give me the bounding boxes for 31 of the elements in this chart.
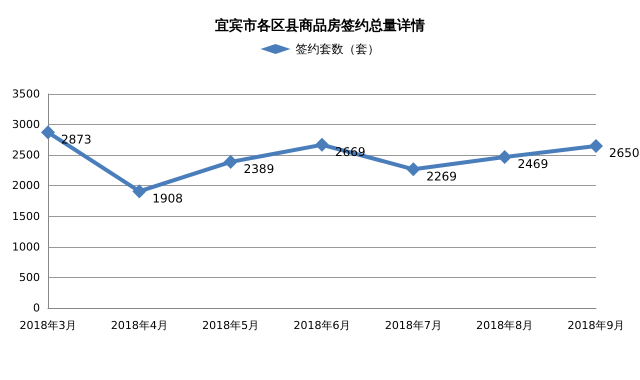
x-tick-label: 2018年8月: [476, 319, 534, 332]
data-label: 2389: [244, 162, 274, 176]
data-label: 2269: [426, 169, 457, 184]
x-tick-label: 2018年5月: [202, 319, 260, 332]
data-label: 2873: [61, 132, 92, 146]
data-label: 2650: [609, 146, 640, 160]
data-label: 2469: [518, 157, 548, 172]
legend-label: 签约套数（套）: [296, 42, 380, 56]
y-tick-label: 2500: [12, 148, 40, 162]
x-tick-label: 2018年9月: [568, 319, 624, 332]
x-tick-label: 2018年4月: [110, 319, 168, 332]
point: [315, 138, 329, 152]
point: [224, 154, 238, 169]
y-tick-label: 3000: [12, 118, 40, 132]
y-tick-label: 1500: [12, 210, 40, 223]
y-tick-label: 0: [33, 302, 40, 314]
data-label: 2669: [335, 144, 366, 159]
y-tick-label: 3500: [12, 88, 40, 100]
y-tick-label: 2000: [12, 179, 40, 192]
point: [132, 184, 146, 198]
y-tick-label: 500: [19, 270, 40, 284]
point: [589, 138, 603, 153]
x-tick-label: 2018年7月: [384, 319, 442, 332]
data-label: 1908: [152, 191, 183, 206]
point: [41, 125, 55, 140]
chart-title: 宜宾市各区县商品房签约总量详情: [215, 17, 425, 34]
y-tick-label: 1000: [12, 240, 40, 254]
x-tick-label: 2018年6月: [294, 319, 350, 332]
point: [498, 150, 512, 164]
point: [406, 162, 420, 176]
x-tick-label: 2018年3月: [20, 319, 76, 332]
